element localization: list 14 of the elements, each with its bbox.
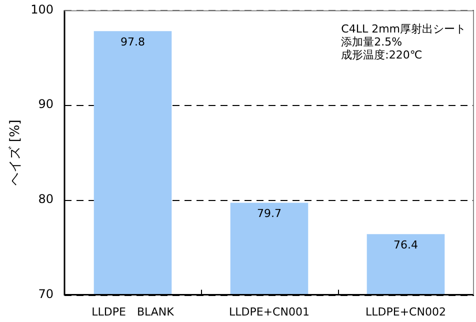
x-tick-label: LLDPE+CN002 (366, 305, 446, 318)
x-tick-label: LLDPE BLANK (92, 305, 175, 318)
y-tick-label: 90 (38, 97, 54, 112)
data-label: 76.4 (394, 238, 418, 252)
y-axis-title: ヘイズ [%] (8, 120, 24, 186)
annotation: 成形温度:220℃ (341, 48, 422, 62)
data-label: 97.8 (120, 35, 146, 48)
data-label: 79.7 (257, 207, 282, 220)
annotation: C4LL 2mm厚射出シート (341, 22, 466, 36)
annotation: 添加量2.5% (341, 36, 402, 49)
y-tick-label: 70 (38, 286, 54, 301)
x-tick-label: LLDPE+CN001 (229, 305, 310, 318)
y-tick-label: 80 (38, 192, 54, 206)
y-tick-label: 100 (30, 2, 54, 16)
